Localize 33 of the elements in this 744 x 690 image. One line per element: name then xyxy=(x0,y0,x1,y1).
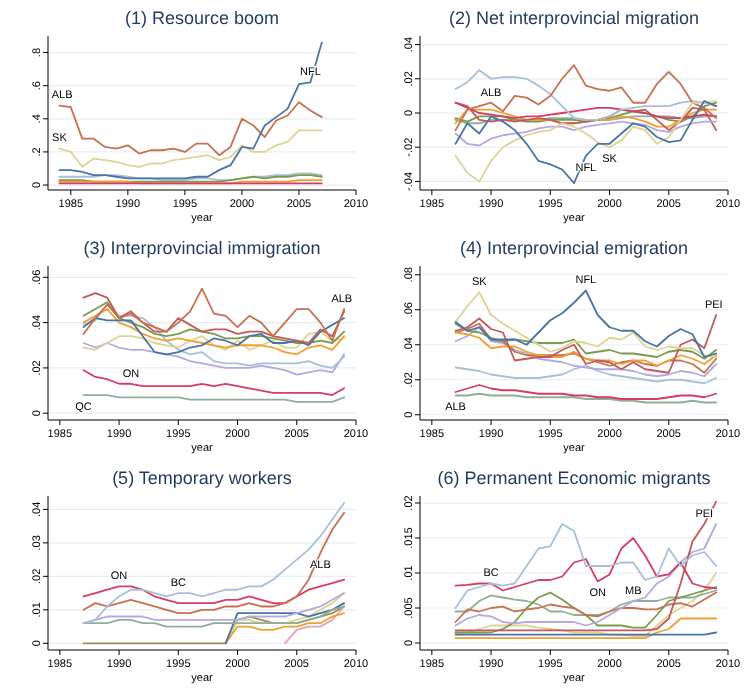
line-series xyxy=(224,612,346,645)
chart-title: (5) Temporary workers xyxy=(112,468,293,488)
line-series xyxy=(82,303,346,369)
line-series xyxy=(82,342,346,376)
line-series xyxy=(82,317,346,356)
line-series xyxy=(454,500,718,632)
chart-title: (4) Interprovincial emigration xyxy=(459,238,689,258)
line-series xyxy=(224,602,346,645)
line-series xyxy=(454,364,718,385)
chart-title: (3) Interprovincial immigration xyxy=(83,238,321,258)
line-series xyxy=(454,586,718,634)
line-series xyxy=(82,308,346,356)
line-series xyxy=(82,369,346,396)
line-series xyxy=(454,64,718,132)
chart-title: (2) Net interprovincial migration xyxy=(448,8,700,28)
line-series xyxy=(454,591,718,623)
chart-title: (1) Resource boom xyxy=(124,8,280,28)
line-series xyxy=(454,537,718,592)
line-series xyxy=(454,120,718,147)
line-series xyxy=(454,331,718,367)
line-series xyxy=(454,384,718,400)
line-series xyxy=(454,523,718,609)
line-series xyxy=(454,589,718,616)
line-series xyxy=(454,69,718,121)
line-series xyxy=(82,578,346,605)
line-series xyxy=(82,605,346,628)
line-series xyxy=(82,330,346,351)
line-series xyxy=(82,301,346,344)
line-series xyxy=(454,617,718,639)
line-series xyxy=(454,322,718,360)
line-series xyxy=(284,605,346,645)
chart-title: (6) Permanent Economic migrants xyxy=(437,468,712,488)
line-series xyxy=(454,523,718,627)
